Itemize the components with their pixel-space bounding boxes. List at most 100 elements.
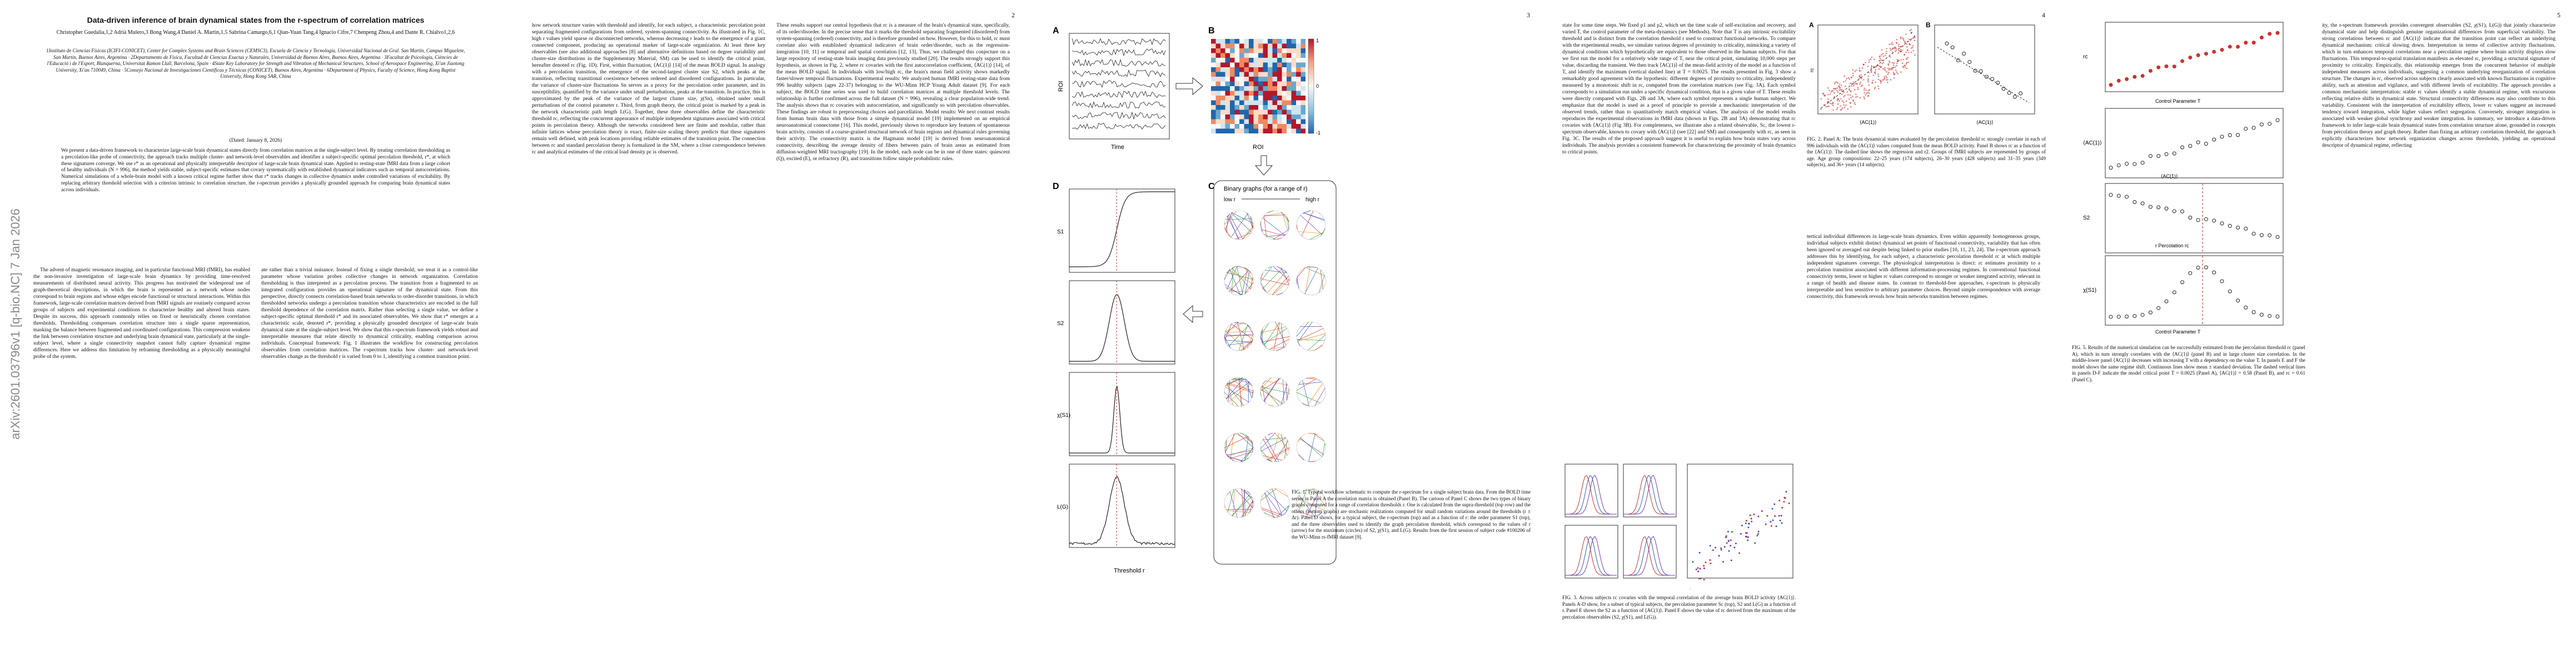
matrix-cell xyxy=(1291,67,1296,72)
binned-point xyxy=(2019,91,2023,96)
matrix-cell xyxy=(1296,128,1301,133)
matrix-cell xyxy=(1249,62,1254,67)
graph-edge xyxy=(1297,339,1325,341)
fig5-point xyxy=(2196,266,2200,270)
matrix-cell xyxy=(1230,105,1235,110)
scatter-point xyxy=(1909,29,1911,32)
matrix-cell xyxy=(1234,100,1239,105)
date-line: (Dated: January 8, 2026) xyxy=(229,138,282,143)
graph-node-ring xyxy=(1260,321,1290,351)
scatter-point xyxy=(1835,88,1837,90)
fig3-curve xyxy=(1565,536,1617,576)
fig3-point xyxy=(1730,545,1732,547)
graph-edge xyxy=(1250,217,1254,227)
fig3-panels xyxy=(1564,464,1793,589)
fig5-point xyxy=(2148,310,2153,315)
matrix-cell xyxy=(1249,67,1254,72)
scatter-point xyxy=(1847,108,1849,110)
graph-edge xyxy=(1229,270,1249,292)
matrix-cell xyxy=(1287,67,1292,72)
graph-edge xyxy=(1274,441,1288,462)
scatter-point xyxy=(1906,46,1908,48)
svg-text:B: B xyxy=(1926,21,1931,29)
fig5-point xyxy=(2180,209,2185,213)
matrix-cell xyxy=(1301,43,1306,48)
matrix-cell xyxy=(1211,67,1216,72)
fig3-point xyxy=(1750,517,1752,520)
graph-edge xyxy=(1276,505,1289,518)
matrix-cell xyxy=(1220,62,1225,67)
fig3-point xyxy=(1731,531,1733,533)
fig5-point xyxy=(2109,193,2113,197)
matrix-cell xyxy=(1253,43,1258,48)
graph-edge xyxy=(1297,328,1324,341)
scatter-point xyxy=(1890,49,1892,51)
binned-point xyxy=(1962,52,1966,56)
matrix-cell xyxy=(1230,115,1235,120)
scatter-point xyxy=(1904,41,1906,43)
graph-edge xyxy=(1229,451,1253,459)
fig5-point xyxy=(2180,145,2185,150)
matrix-cell xyxy=(1253,124,1258,129)
matrix-cell xyxy=(1268,58,1273,63)
fig5-point xyxy=(2220,135,2224,139)
matrix-cell xyxy=(1244,48,1249,53)
graph-edge xyxy=(1224,336,1227,344)
fig5-point xyxy=(2164,299,2169,303)
matrix-cell xyxy=(1282,105,1287,110)
matrix-cell xyxy=(1225,109,1230,115)
fig5-point xyxy=(2188,271,2193,275)
graph-edge xyxy=(1225,322,1244,332)
scatter-point xyxy=(1841,89,1843,91)
graph-edge xyxy=(1320,270,1323,290)
scatter-point xyxy=(1840,98,1842,99)
fig5-point xyxy=(2172,290,2176,295)
panel-label-c: C xyxy=(1208,182,1215,191)
matrix-cell xyxy=(1249,128,1254,133)
matrix-cell xyxy=(1234,39,1239,44)
graph-edge xyxy=(1264,492,1282,516)
matrix-cell xyxy=(1291,109,1296,115)
matrix-cell xyxy=(1263,77,1268,82)
matrix-cell xyxy=(1272,100,1277,105)
matrix-cell xyxy=(1225,100,1230,105)
scatter-point xyxy=(1871,56,1873,58)
scatter-point xyxy=(1868,89,1870,92)
matrix-cell xyxy=(1277,91,1282,96)
scatter-point xyxy=(1891,62,1894,64)
fig5-panels: rc ⟨AC(1)⟩ S2 χ(S1) xyxy=(2083,22,2284,326)
graph-node-ring xyxy=(1224,377,1254,407)
matrix-cell xyxy=(1258,105,1263,110)
fig5-point xyxy=(2196,53,2200,57)
matrix-cell xyxy=(1277,43,1282,48)
matrix-cell xyxy=(1249,100,1254,105)
matrix-cell xyxy=(1263,105,1268,110)
graph-node-ring xyxy=(1224,210,1254,240)
matrix-cell xyxy=(1215,58,1220,63)
graph-edge xyxy=(1224,340,1252,342)
matrix-cell xyxy=(1239,58,1244,63)
matrix-cell xyxy=(1296,58,1301,63)
matrix-cell xyxy=(1215,48,1220,53)
matrix-cell xyxy=(1272,67,1277,72)
graph-edge xyxy=(1260,278,1289,286)
fig5-point xyxy=(2196,218,2200,222)
fig3-curve xyxy=(1565,475,1617,515)
matrix-cell xyxy=(1301,86,1306,91)
matrix-cell xyxy=(1277,53,1282,58)
fig3-point xyxy=(1695,569,1697,571)
matrix-cell xyxy=(1211,96,1216,101)
scatter-point xyxy=(1840,108,1842,111)
graph-edge xyxy=(1260,488,1277,501)
fig3-curve xyxy=(1623,475,1675,515)
scatter-point xyxy=(1912,45,1914,47)
matrix-cell xyxy=(1215,72,1220,77)
scatter-point xyxy=(1912,49,1914,52)
scatter-point xyxy=(1832,104,1834,106)
fig3-point xyxy=(1718,555,1720,557)
scatter-point xyxy=(1848,98,1850,100)
matrix-cell xyxy=(1225,128,1230,133)
graph-edge xyxy=(1227,272,1253,280)
matrix-cell xyxy=(1234,53,1239,58)
matrix-cell xyxy=(1244,58,1249,63)
